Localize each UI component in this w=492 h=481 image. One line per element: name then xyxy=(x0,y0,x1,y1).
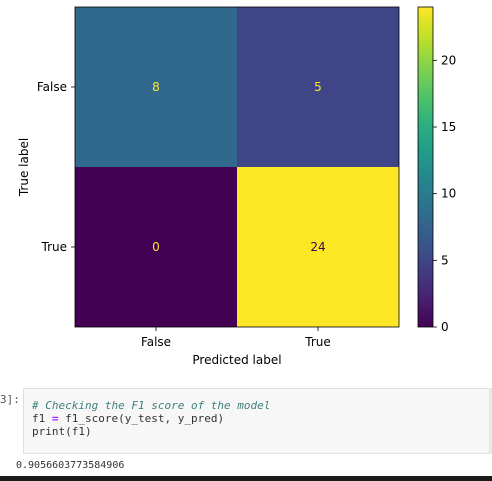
heatmap-cell-value: 5 xyxy=(314,80,322,94)
cell-execution-prompt: 3]: xyxy=(0,393,20,406)
colorbar-tick-label: 5 xyxy=(441,253,449,267)
heatmap-cell-value: 8 xyxy=(152,80,160,94)
confusion-matrix-figure: 8 5 0 24 False True False True Predicted label T… xyxy=(17,6,456,367)
heatmap-cell xyxy=(237,167,399,327)
heatmap-axes: False True False True Predicted label True la… xyxy=(17,6,400,367)
cell-scroll-edge xyxy=(489,388,492,454)
cell-output: 0.9056603773584906 xyxy=(16,460,125,471)
code-expression: f1_score(y_test, y_pred) xyxy=(65,412,225,425)
colorbar: 0 5 10 15 20 xyxy=(417,6,456,334)
heatmap-cell-value: 0 xyxy=(152,240,160,254)
code-comment: # Checking the F1 score of the model xyxy=(32,399,271,412)
colorbar-gradient xyxy=(417,6,434,328)
colorbar-tick-label: 0 xyxy=(441,320,449,334)
colorbar-tick-label: 20 xyxy=(441,53,456,67)
heatmap-cells xyxy=(75,7,399,327)
heatmap-cell xyxy=(75,167,237,327)
window-bottom-bar xyxy=(0,476,492,481)
colorbar-tick-label: 15 xyxy=(441,120,456,134)
heatmap-frame xyxy=(74,6,400,328)
x-tick-label: False xyxy=(141,335,171,349)
colorbar-tick-label: 10 xyxy=(441,187,456,201)
code-line-comment: # Checking the F1 score of the model xyxy=(32,399,490,412)
heatmap-cell-labels: 8 5 0 24 xyxy=(152,80,325,254)
heatmap-cell xyxy=(237,7,399,167)
code-line-print: print(f1) xyxy=(32,425,490,438)
code-print-call: print(f1) xyxy=(32,425,92,438)
y-tick-label: False xyxy=(37,80,67,94)
y-axis-label: True label xyxy=(17,138,31,197)
heatmap-cell xyxy=(75,7,237,167)
code-operator: = xyxy=(51,412,59,425)
y-tick-label: True xyxy=(41,240,68,254)
x-axis-label: Predicted label xyxy=(192,353,281,367)
code-line-assignment: f1 = f1_score(y_test, y_pred) xyxy=(32,412,490,425)
x-tick-label: True xyxy=(304,335,331,349)
heatmap-cell-value: 24 xyxy=(310,240,325,254)
code-variable: f1 xyxy=(32,412,46,425)
code-cell-editor[interactable]: # Checking the F1 score of the model f1 … xyxy=(23,388,491,454)
